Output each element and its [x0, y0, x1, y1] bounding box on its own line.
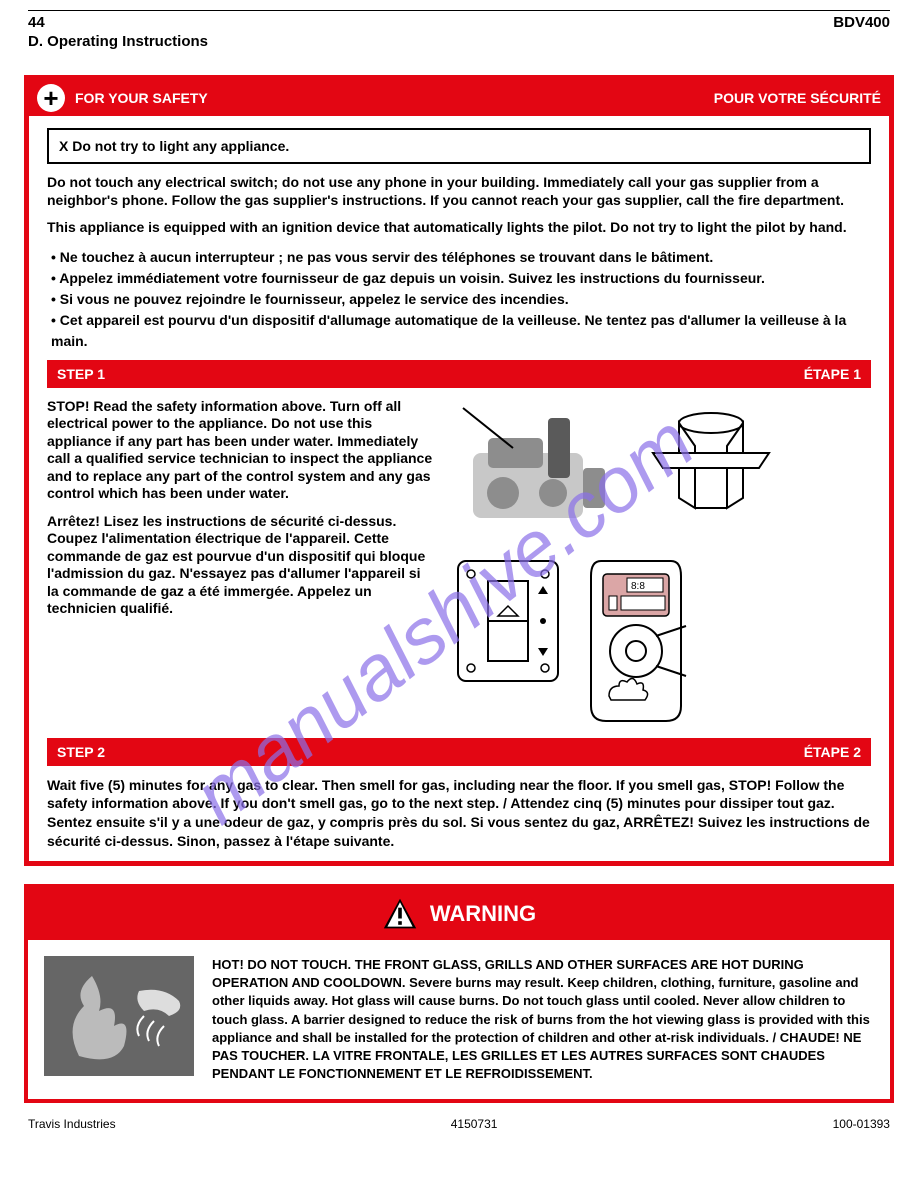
- warning-box: WARNING HOT! DO NOT TOUCH. THE FRONT GLA…: [24, 884, 894, 1103]
- footer-center: 4150731: [451, 1117, 498, 1131]
- step1-text-b: Arrêtez! Lisez les instructions de sécur…: [47, 513, 433, 618]
- remote-image: 8:8: [581, 556, 691, 726]
- safety-bar-left: FOR YOUR SAFETY: [75, 90, 208, 106]
- para2: This appliance is equipped with an ignit…: [47, 219, 871, 237]
- step1-bar: STEP 1 ÉTAPE 1: [47, 360, 871, 388]
- bullet-3: • Cet appareil est pourvu d'un dispositi…: [51, 310, 871, 352]
- bullets: • Ne touchez à aucun interrupteur ; ne p…: [51, 247, 871, 352]
- warning-header: WARNING: [28, 888, 890, 940]
- hot-glass-icon: [44, 956, 194, 1076]
- footer: Travis Industries 4150731 100-01393: [0, 1115, 918, 1139]
- bullet-2: • Si vous ne pouvez rejoindre le fournis…: [51, 289, 871, 310]
- step2-right: ÉTAPE 2: [804, 744, 861, 760]
- step2-left: STEP 2: [57, 744, 105, 760]
- x-instruction: X Do not try to light any appliance.: [47, 128, 871, 164]
- gasket-image: [651, 398, 771, 518]
- section-title: D. Operating Instructions: [28, 33, 890, 50]
- step2-bar: STEP 2 ÉTAPE 2: [47, 738, 871, 766]
- safety-bar-right: POUR VOTRE SÉCURITÉ: [714, 90, 881, 106]
- warning-title: WARNING: [430, 901, 536, 927]
- step2-text: Wait five (5) minutes for any gas to cle…: [29, 776, 889, 852]
- svg-text:8:8: 8:8: [631, 581, 645, 592]
- footer-left: Travis Industries: [28, 1117, 116, 1131]
- warning-body: HOT! DO NOT TOUCH. THE FRONT GLASS, GRIL…: [212, 956, 874, 1083]
- warning-triangle-icon: [382, 896, 418, 932]
- rocker-switch-image: [453, 556, 563, 686]
- step1-text-a: STOP! Read the safety information above.…: [47, 398, 433, 503]
- plus-icon: +: [37, 84, 65, 112]
- safety-bar: + FOR YOUR SAFETY POUR VOTRE SÉCURITÉ: [29, 80, 889, 116]
- gas-valve-image: [453, 398, 633, 538]
- page-num: 44: [28, 14, 45, 31]
- bullet-0: • Ne touchez à aucun interrupteur ; ne p…: [51, 247, 871, 268]
- bullet-1: • Appelez immédiatement votre fournisseu…: [51, 268, 871, 289]
- step1-right: ÉTAPE 1: [804, 366, 861, 382]
- footer-right: 100-01393: [833, 1117, 890, 1131]
- sku: BDV400: [833, 14, 890, 31]
- para1: Do not touch any electrical switch; do n…: [47, 174, 871, 209]
- step1-left: STEP 1: [57, 366, 105, 382]
- safety-frame: + FOR YOUR SAFETY POUR VOTRE SÉCURITÉ X …: [24, 75, 894, 866]
